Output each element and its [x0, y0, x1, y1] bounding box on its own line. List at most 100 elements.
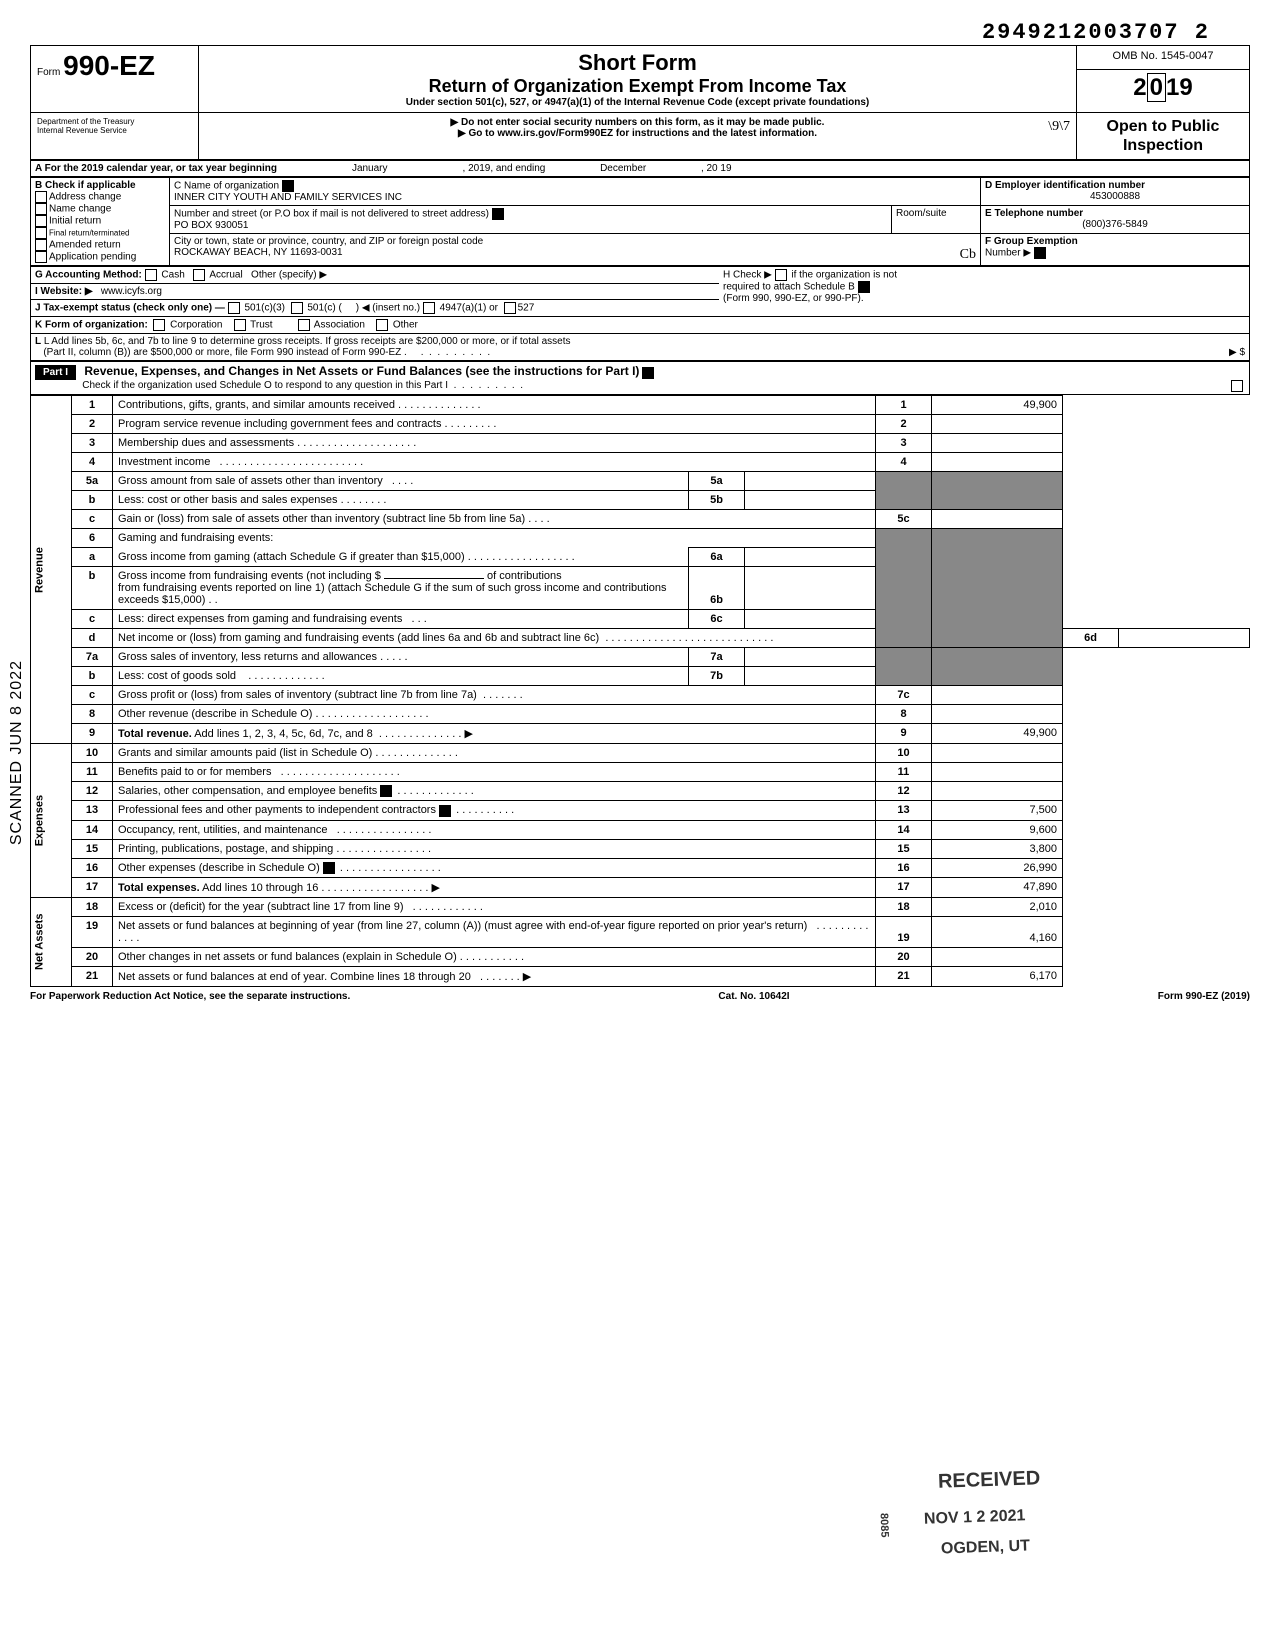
- open-public: Open to Public Inspection: [1077, 113, 1250, 160]
- handwritten-cb: Cb: [960, 247, 976, 263]
- chk-corp[interactable]: [153, 319, 165, 331]
- chk-trust[interactable]: [234, 319, 246, 331]
- line-1-box: 1: [876, 396, 932, 415]
- line-6b-inner: [745, 567, 876, 610]
- chk-501c[interactable]: [291, 302, 303, 314]
- line-17-val: 47,890: [932, 877, 1063, 897]
- line-3-box: 3: [876, 434, 932, 453]
- line-7a-inner: [745, 648, 876, 667]
- line-19-val: 4,160: [932, 916, 1063, 947]
- form-header: Form 990-EZ Short Form Return of Organiz…: [30, 45, 1250, 160]
- line-7a-num: 7a: [72, 648, 113, 667]
- chk-501c3[interactable]: [228, 302, 240, 314]
- line-7c-num: c: [72, 686, 113, 705]
- chk-address[interactable]: [35, 191, 47, 203]
- section-a-month2: December: [548, 163, 698, 174]
- line-8-box: 8: [876, 705, 932, 724]
- line-6d-val: [1119, 629, 1250, 648]
- line-5a-box: 5a: [689, 472, 745, 491]
- line-7c-val: [932, 686, 1063, 705]
- line-8-desc: Other revenue (describe in Schedule O) .: [118, 708, 319, 720]
- line-6c-desc: Less: direct expenses from gaming and fu…: [118, 613, 402, 625]
- chk-h[interactable]: [775, 269, 787, 281]
- section-h-line1b: if the organization is not: [791, 270, 897, 281]
- chk-527[interactable]: [504, 302, 516, 314]
- line-6b-num: b: [72, 567, 113, 610]
- line-13-desc: Professional fees and other payments to …: [118, 804, 436, 816]
- line-3-val: [932, 434, 1063, 453]
- line-9-desc: Add lines 1, 2, 3, 4, 5c, 6d, 7c, and 8: [194, 728, 373, 740]
- line-8-num: 8: [72, 705, 113, 724]
- section-j-label: J Tax-exempt status (check only one) —: [35, 303, 225, 314]
- line-6a-inner: [745, 548, 876, 567]
- line-6d-box: 6d: [1063, 629, 1119, 648]
- chk-cash[interactable]: [145, 269, 157, 281]
- line-10-val: [932, 744, 1063, 763]
- chk-part1[interactable]: [1231, 380, 1243, 392]
- title-line2: ▶ Do not enter social security numbers o…: [205, 117, 1070, 128]
- section-k-label: K Form of organization:: [35, 320, 148, 331]
- line-4-box: 4: [876, 453, 932, 472]
- omb-number: OMB No. 1545-0047: [1077, 46, 1250, 70]
- section-a: A For the 2019 calendar year, or tax yea…: [30, 160, 1250, 177]
- side-expenses: Expenses: [31, 744, 72, 897]
- line-6b-desc3: from fundraising events reported on line…: [118, 582, 666, 606]
- chk-assoc[interactable]: [298, 319, 310, 331]
- website-value: www.icyfs.org: [101, 286, 162, 297]
- title-main: Short Form: [205, 50, 1070, 76]
- info-icon-addr: [492, 208, 504, 220]
- line-20-box: 20: [876, 947, 932, 966]
- line-6c-inner: [745, 610, 876, 629]
- section-f-label: F Group Exemption: [985, 236, 1078, 247]
- line-6d-desc: Net income or (loss) from gaming and fun…: [118, 632, 599, 644]
- chk-name[interactable]: [35, 203, 47, 215]
- line-14-num: 14: [72, 820, 113, 839]
- line-5c-box: 5c: [876, 510, 932, 529]
- footer-left: For Paperwork Reduction Act Notice, see …: [30, 991, 350, 1002]
- line-7b-box: 7b: [689, 667, 745, 686]
- received-stamp: RECEIVED: [937, 1467, 1040, 1494]
- shaded-6b: [932, 529, 1063, 648]
- line-2-num: 2: [72, 415, 113, 434]
- line-5c-num: c: [72, 510, 113, 529]
- line-17-num: 17: [72, 877, 113, 897]
- line-5b-inner: [745, 491, 876, 510]
- room-label: Room/suite: [896, 208, 947, 219]
- ein-value: 453000888: [985, 191, 1245, 202]
- line-5a-num: 5a: [72, 472, 113, 491]
- chk-initial[interactable]: [35, 215, 47, 227]
- phone-value: (800)376-5849: [985, 219, 1245, 230]
- line-5b-box: 5b: [689, 491, 745, 510]
- chk-pending[interactable]: [35, 251, 47, 263]
- line-11-box: 11: [876, 763, 932, 782]
- chk-kother[interactable]: [376, 319, 388, 331]
- shaded-7b: [932, 648, 1063, 686]
- dept-treasury: Department of the Treasury: [37, 117, 192, 126]
- line-1-num: 1: [72, 396, 113, 415]
- chk-amended[interactable]: [35, 239, 47, 251]
- line-5a-inner: [745, 472, 876, 491]
- line-16-box: 16: [876, 858, 932, 877]
- shaded-6: [876, 529, 932, 648]
- section-a-mid: , 2019, and ending: [463, 163, 546, 174]
- line-6b-desc: Gross income from fundraising events (no…: [118, 570, 381, 582]
- lbl-kother: Other: [393, 320, 418, 331]
- chk-final[interactable]: [35, 227, 47, 239]
- shaded-7: [876, 648, 932, 686]
- line-18-val: 2,010: [932, 897, 1063, 916]
- line-6b-box: 6b: [689, 567, 745, 610]
- info-icon-p1: [642, 367, 654, 379]
- chk-accrual[interactable]: [193, 269, 205, 281]
- line-6a-box: 6a: [689, 548, 745, 567]
- line-14-box: 14: [876, 820, 932, 839]
- barcode-stamp: 8085: [878, 1512, 891, 1537]
- chk-4947[interactable]: [423, 302, 435, 314]
- line-6a-desc: Gross income from gaming (attach Schedul…: [118, 551, 471, 563]
- line-19-num: 19: [72, 916, 113, 947]
- info-icon-16: [323, 862, 335, 874]
- line-12-desc: Salaries, other compensation, and employ…: [118, 785, 377, 797]
- part1-check: Check if the organization used Schedule …: [82, 380, 448, 391]
- lbl-amended: Amended return: [49, 240, 121, 251]
- loc-stamp: OGDEN, UT: [941, 1537, 1030, 1558]
- line-5b-desc: Less: cost or other basis and sales expe…: [118, 494, 344, 506]
